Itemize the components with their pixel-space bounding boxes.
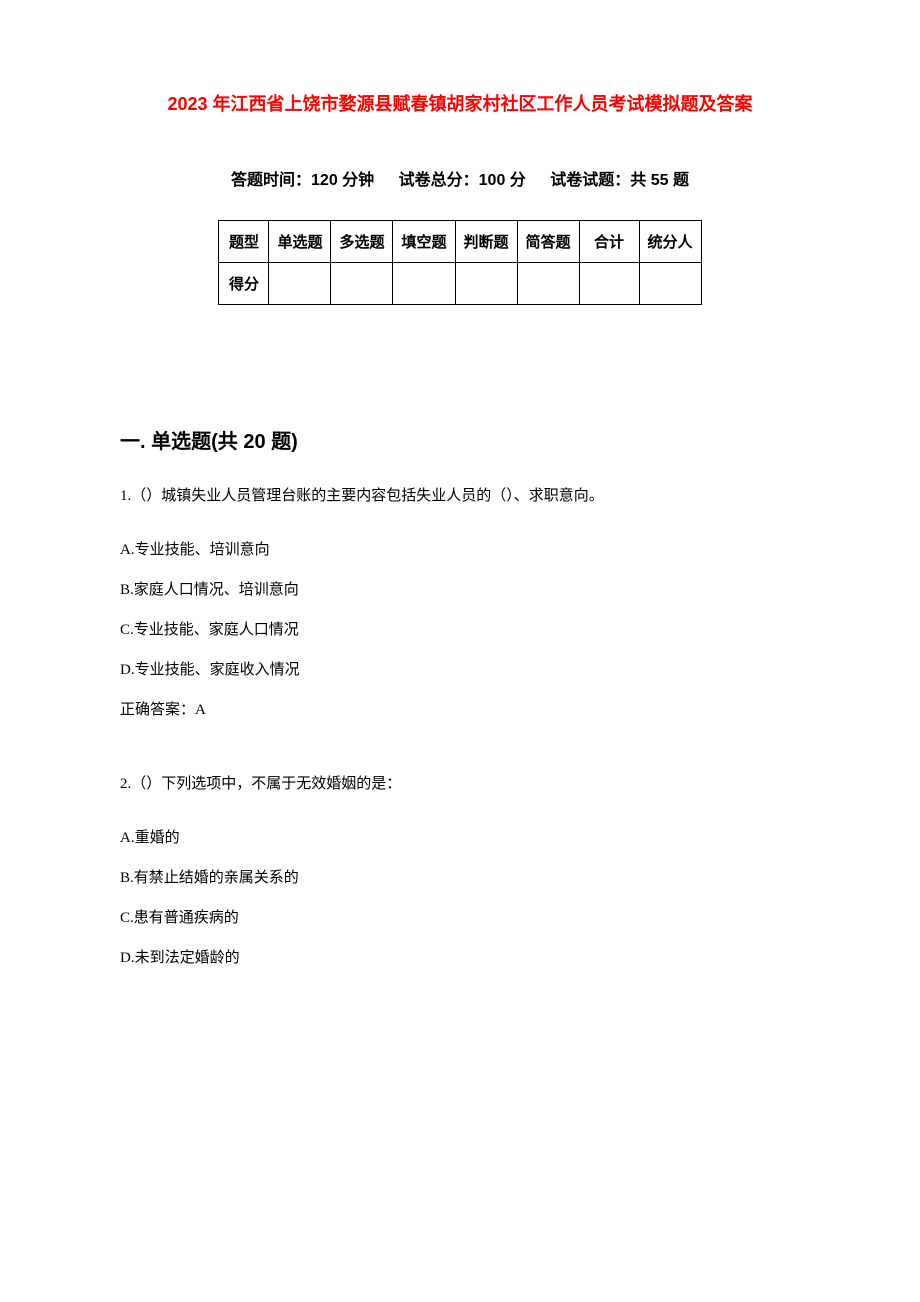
question-text: 1.（）城镇失业人员管理台账的主要内容包括失业人员的（）、求职意向。 — [120, 484, 800, 508]
exam-title: 2023 年江西省上饶市婺源县赋春镇胡家村社区工作人员考试模拟题及答案 — [120, 90, 800, 116]
score-table: 题型 单选题 多选题 填空题 判断题 简答题 合计 统分人 得分 — [218, 220, 701, 305]
table-empty-cell — [579, 263, 639, 305]
table-score-row: 得分 — [219, 263, 701, 305]
table-empty-cell — [331, 263, 393, 305]
option-c: C.患有普通疾病的 — [120, 906, 800, 930]
table-header-cell: 填空题 — [393, 221, 455, 263]
option-b: B.家庭人口情况、培训意向 — [120, 578, 800, 602]
time-label: 答题时间：120 分钟 — [231, 172, 374, 189]
table-empty-cell — [455, 263, 517, 305]
option-c: C.专业技能、家庭人口情况 — [120, 618, 800, 642]
table-header-cell: 多选题 — [331, 221, 393, 263]
table-header-cell: 合计 — [579, 221, 639, 263]
answer-text: 正确答案：A — [120, 698, 800, 722]
table-header-cell: 单选题 — [269, 221, 331, 263]
option-b: B.有禁止结婚的亲属关系的 — [120, 866, 800, 890]
table-empty-cell — [269, 263, 331, 305]
section-heading: 一. 单选题(共 20 题) — [120, 425, 800, 454]
table-header-cell: 判断题 — [455, 221, 517, 263]
option-d: D.未到法定婚龄的 — [120, 946, 800, 970]
table-header-cell: 简答题 — [517, 221, 579, 263]
table-empty-cell — [393, 263, 455, 305]
question-count-label: 试卷试题：共 55 题 — [550, 172, 689, 189]
table-row-label: 得分 — [219, 263, 269, 305]
table-header-cell: 题型 — [219, 221, 269, 263]
total-score-label: 试卷总分：100 分 — [399, 172, 526, 189]
table-empty-cell — [517, 263, 579, 305]
table-empty-cell — [639, 263, 701, 305]
option-a: A.专业技能、培训意向 — [120, 538, 800, 562]
exam-meta: 答题时间：120 分钟 试卷总分：100 分 试卷试题：共 55 题 — [120, 166, 800, 190]
table-header-cell: 统分人 — [639, 221, 701, 263]
table-header-row: 题型 单选题 多选题 填空题 判断题 简答题 合计 统分人 — [219, 221, 701, 263]
question-block: 1.（）城镇失业人员管理台账的主要内容包括失业人员的（）、求职意向。 A.专业技… — [120, 484, 800, 722]
option-d: D.专业技能、家庭收入情况 — [120, 658, 800, 682]
question-text: 2.（）下列选项中，不属于无效婚姻的是： — [120, 772, 800, 796]
option-a: A.重婚的 — [120, 826, 800, 850]
question-block: 2.（）下列选项中，不属于无效婚姻的是： A.重婚的 B.有禁止结婚的亲属关系的… — [120, 772, 800, 970]
